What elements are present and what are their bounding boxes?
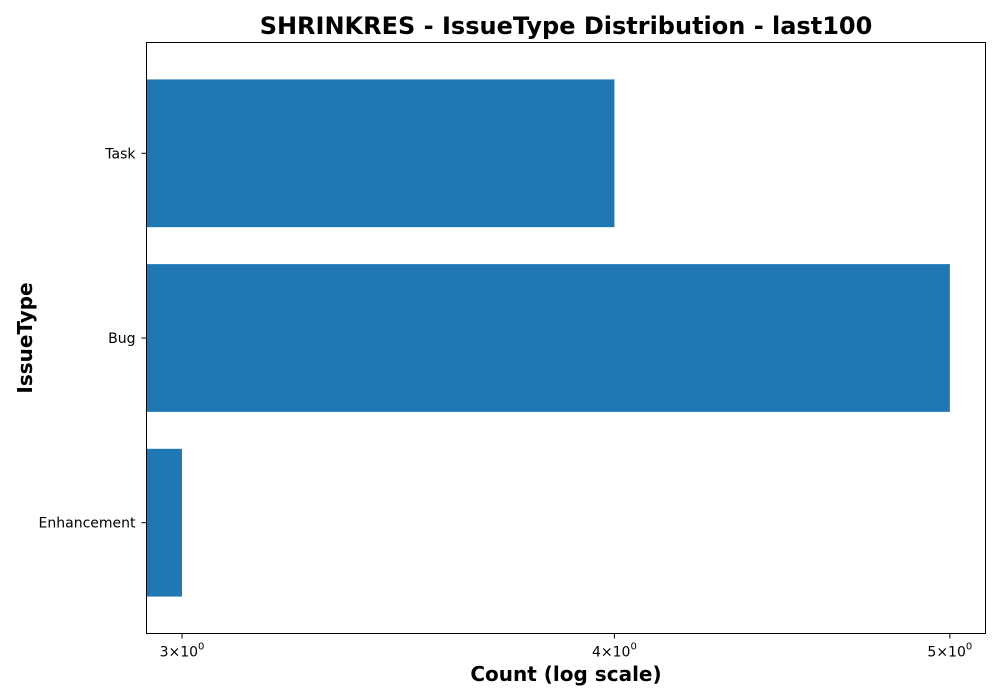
x-tick-label: 3×100 — [160, 642, 205, 661]
y-tick-label: Task — [104, 146, 136, 162]
y-axis-label: IssueType — [13, 282, 37, 393]
y-tick-label: Enhancement — [39, 516, 136, 532]
bar-task — [146, 79, 615, 228]
x-axis-ticks: 3×100 4×100 5×100 — [160, 633, 972, 661]
bars-group — [146, 79, 950, 597]
bar-enhancement — [146, 448, 182, 597]
x-tick-label: 4×100 — [592, 642, 637, 661]
x-axis-label: Count (log scale) — [470, 662, 661, 686]
x-tick-label: 5×100 — [927, 642, 972, 661]
chart-title: SHRINKRES - IssueType Distribution - las… — [260, 12, 873, 40]
y-axis-ticks: Task Bug Enhancement — [39, 146, 147, 532]
y-tick-label: Bug — [108, 331, 135, 347]
bar-bug — [146, 264, 950, 412]
